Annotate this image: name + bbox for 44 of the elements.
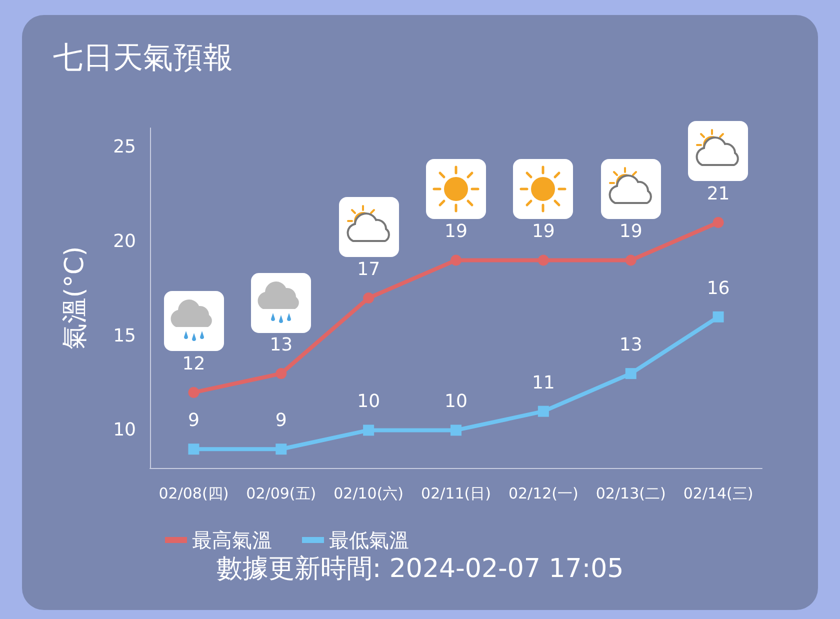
data-label: 12 [182, 353, 206, 374]
y-tick-label: 15 [113, 325, 136, 346]
point [188, 444, 200, 455]
x-tick-label: 02/08(四) [158, 484, 229, 502]
y-tick-label: 25 [113, 136, 136, 158]
point [276, 444, 287, 455]
y-tick-label: 10 [113, 420, 136, 441]
data-label: 10 [444, 391, 468, 412]
x-tick-label: 02/13(二) [596, 484, 666, 502]
x-tick-label: 02/14(三) [683, 484, 754, 502]
data-label: 11 [532, 372, 555, 394]
x-tick-label: 02/11(日) [421, 484, 491, 502]
point [450, 424, 462, 436]
chart-title: 七日天氣預報 [53, 40, 233, 76]
data-label: 10 [357, 391, 380, 412]
data-label: 17 [357, 259, 380, 280]
point [363, 292, 374, 304]
legend-label: 最低氣溫 [329, 528, 409, 552]
point [712, 311, 724, 322]
data-label: 16 [706, 278, 730, 299]
point [625, 368, 636, 380]
y-tick-label: 20 [113, 230, 136, 252]
data-label: 13 [270, 334, 293, 356]
data-label: 19 [619, 221, 642, 242]
point [276, 368, 287, 380]
text: 數據更新時間: 2024-02-07 17:05 [216, 554, 624, 584]
point [188, 386, 200, 398]
data-label: 19 [444, 221, 468, 242]
point [538, 254, 549, 266]
y-axis-title: 氣溫(°C) [60, 246, 90, 350]
point [712, 216, 724, 228]
point [625, 254, 636, 266]
x-tick-label: 02/12(一) [508, 484, 578, 502]
data-label: 9 [275, 410, 287, 432]
data-label: 9 [188, 410, 200, 432]
x-tick-label: 02/09(五) [246, 484, 316, 502]
data-label: 13 [619, 334, 642, 356]
data-label: 21 [706, 183, 730, 204]
point [363, 424, 374, 436]
legend-label: 最高氣溫 [192, 528, 272, 552]
x-tick-label: 02/10(六) [334, 484, 404, 502]
data-label: 19 [532, 221, 555, 242]
point [538, 406, 549, 417]
point [450, 254, 462, 266]
